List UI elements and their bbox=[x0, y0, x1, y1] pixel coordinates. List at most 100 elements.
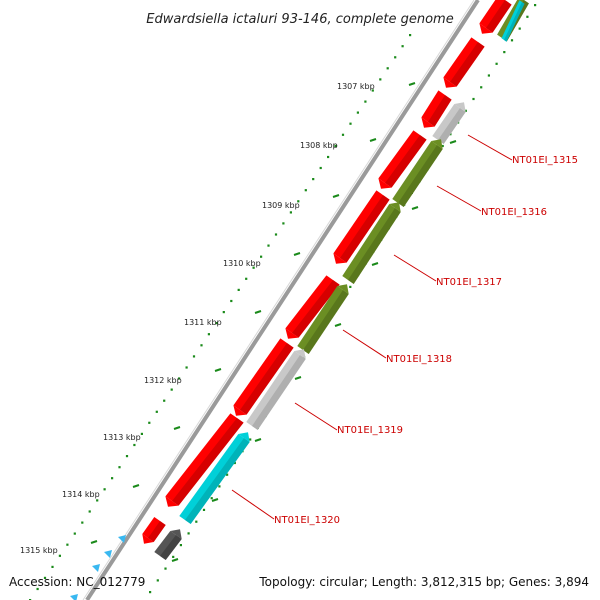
gene-shade bbox=[385, 135, 427, 188]
tick-dot-outer bbox=[111, 477, 114, 480]
label-leader bbox=[294, 402, 338, 431]
tick-dot-inner bbox=[233, 461, 236, 465]
tick-dot-outer bbox=[245, 277, 248, 280]
gene-arrow bbox=[142, 534, 154, 544]
tick-dot-outer bbox=[140, 432, 143, 435]
tick-dot-inner bbox=[495, 62, 498, 65]
label-leader bbox=[467, 134, 513, 161]
tick-mark bbox=[211, 498, 219, 502]
tick-dot-inner bbox=[472, 97, 475, 101]
tick-dot-outer bbox=[327, 155, 330, 159]
tick-mark bbox=[369, 138, 377, 142]
gene-shade bbox=[292, 280, 340, 338]
tick-dot-outer bbox=[133, 443, 136, 447]
gene-shade bbox=[185, 438, 250, 524]
tick-dot-outer bbox=[178, 377, 181, 380]
tick-dot-outer bbox=[356, 111, 359, 114]
tick-dot-outer bbox=[260, 255, 263, 258]
tick-dot-inner bbox=[441, 144, 444, 148]
gene-shade bbox=[160, 535, 182, 560]
tick-dot-inner bbox=[210, 497, 213, 500]
tick-dot-inner bbox=[218, 485, 221, 488]
gene-arrow bbox=[337, 284, 349, 294]
tick-dot-outer bbox=[58, 554, 61, 557]
gene-arrow bbox=[294, 349, 306, 359]
label-leader bbox=[436, 185, 482, 212]
tick-dot-outer bbox=[289, 211, 292, 214]
forward-gene bbox=[285, 275, 340, 339]
gene-arrow bbox=[421, 117, 435, 128]
tick-dot-outer bbox=[66, 543, 69, 546]
gene-NT01EI_1317 bbox=[342, 202, 401, 284]
gene-label-1319: NT01EI_1319 bbox=[337, 425, 403, 436]
tick-dot-outer bbox=[163, 399, 166, 402]
feature-marker bbox=[104, 550, 112, 558]
tick-dot-outer bbox=[267, 244, 270, 247]
gene-arrow bbox=[454, 102, 466, 112]
tick-dot-outer bbox=[118, 466, 121, 469]
tick-label-1311: 1311 kbp bbox=[184, 318, 222, 327]
genes-layer bbox=[70, 0, 529, 600]
tick-mark bbox=[293, 252, 301, 256]
tick-dot-outer bbox=[81, 521, 84, 524]
tick-dot-outer bbox=[230, 299, 233, 303]
gene-shade bbox=[486, 0, 512, 33]
gene-arrow bbox=[333, 253, 347, 264]
forward-gene bbox=[165, 413, 244, 507]
tick-mark bbox=[90, 540, 98, 544]
map-title: Edwardsiella ictaluri 93-146, complete g… bbox=[146, 12, 453, 27]
tick-dot-outer bbox=[349, 122, 352, 125]
tick-dot-inner bbox=[164, 567, 167, 570]
gene-arrow bbox=[170, 529, 182, 539]
label-leader bbox=[231, 489, 275, 520]
tick-dot-outer bbox=[96, 499, 99, 502]
tick-dot-outer bbox=[401, 45, 404, 48]
tick-dot-inner bbox=[187, 532, 190, 535]
tick-dot-outer bbox=[125, 455, 129, 458]
tick-dot-inner bbox=[349, 285, 352, 288]
tick-dot-outer bbox=[386, 67, 389, 70]
gene-shade bbox=[148, 521, 166, 542]
reverse-gene-dark bbox=[154, 529, 182, 560]
gene-NT01EI_1316 bbox=[392, 139, 443, 207]
forward-gene bbox=[378, 130, 427, 189]
label-leader bbox=[342, 329, 387, 359]
tick-mark bbox=[449, 140, 457, 144]
tick-dot-outer bbox=[394, 56, 397, 59]
backbone-highlight bbox=[82, 0, 475, 600]
tick-dot-inner bbox=[464, 109, 467, 112]
tick-dot-inner bbox=[226, 473, 229, 476]
tick-dot-outer bbox=[170, 388, 173, 391]
tick-dot-outer bbox=[200, 344, 203, 347]
feature-marker bbox=[118, 535, 126, 543]
tick-mark bbox=[408, 82, 416, 86]
tick-dot-inner bbox=[503, 51, 506, 54]
tick-label-1315: 1315 kbp bbox=[20, 546, 58, 555]
gene-shade bbox=[252, 355, 306, 430]
tick-mark bbox=[173, 426, 181, 430]
gene-shade bbox=[450, 42, 485, 87]
tick-dot-outer bbox=[148, 421, 151, 424]
gene-shade bbox=[340, 195, 390, 263]
tick-dot-inner bbox=[172, 555, 175, 558]
gene-label-1318: NT01EI_1318 bbox=[386, 354, 452, 365]
gene-arrow bbox=[233, 405, 247, 416]
gene-label-1317: NT01EI_1317 bbox=[436, 277, 502, 288]
tick-dot-outer bbox=[237, 288, 240, 291]
tick-dot-outer bbox=[304, 189, 307, 192]
tick-dot-inner bbox=[480, 86, 483, 89]
gene-shade bbox=[398, 145, 443, 207]
tick-label-1310: 1310 kbp bbox=[223, 259, 261, 268]
forward-gene bbox=[443, 37, 485, 88]
gene-shade bbox=[504, 2, 525, 42]
gene-arrow bbox=[443, 77, 457, 88]
tick-mark bbox=[254, 438, 262, 442]
tick-label-1309: 1309 kbp bbox=[262, 201, 300, 210]
tick-dot-outer bbox=[103, 488, 106, 491]
tick-dot-outer bbox=[282, 222, 285, 225]
label-leaders-layer bbox=[231, 134, 513, 520]
gene-arrow bbox=[389, 202, 401, 212]
tick-dot-inner bbox=[487, 74, 490, 77]
tick-dot-outer bbox=[364, 100, 367, 103]
